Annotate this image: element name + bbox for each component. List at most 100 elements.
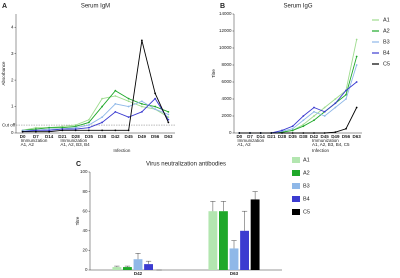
point <box>127 129 130 132</box>
x-tick-label: D63 <box>230 271 239 276</box>
point <box>34 128 37 130</box>
bar <box>123 267 132 270</box>
series-line <box>22 90 169 131</box>
series-line <box>239 81 357 134</box>
bar <box>133 259 143 270</box>
point <box>140 39 143 42</box>
legend-label: C5 <box>303 209 310 215</box>
point <box>48 128 51 130</box>
point <box>114 129 117 132</box>
bar <box>144 264 153 270</box>
point <box>74 125 77 128</box>
point <box>334 98 337 100</box>
y-tick-label: 100 <box>80 169 88 174</box>
annotation: A1, A2, B3, B4 <box>60 142 90 147</box>
point <box>21 130 24 133</box>
annotation: Immunization <box>21 138 48 143</box>
legend-swatch <box>292 196 300 202</box>
point <box>270 132 273 134</box>
bar <box>219 211 228 270</box>
point <box>140 103 143 105</box>
x-tick-label: D7 <box>33 134 39 139</box>
point <box>101 121 104 124</box>
point <box>61 128 64 130</box>
x-tick-label: D63 <box>164 134 173 139</box>
y-tick-label: 2000 <box>221 113 232 118</box>
legend-swatch <box>292 170 300 176</box>
y-tick-label: 6000 <box>221 79 232 84</box>
y-tick-label: 8000 <box>221 62 232 67</box>
x-tick-label: D45 <box>124 134 133 139</box>
y-axis-label: Absorbance <box>1 61 6 86</box>
chart-title: Serum IgM <box>81 4 110 10</box>
point <box>87 121 90 124</box>
y-tick-label: 0 <box>85 267 88 272</box>
point <box>334 102 337 105</box>
x-tick-label: D42 <box>134 271 143 276</box>
series-line <box>239 39 358 134</box>
x-tick-label: D7 <box>247 134 253 139</box>
point <box>334 131 337 134</box>
annotation: A1, A2 <box>237 142 251 147</box>
annotation: Infection <box>312 148 330 153</box>
point <box>291 129 294 132</box>
point <box>259 132 262 134</box>
x-tick-label: D35 <box>289 134 298 139</box>
point <box>313 119 315 122</box>
legend-swatch <box>292 209 300 215</box>
y-tick-label: 80 <box>82 189 88 194</box>
y-tick-label: 3 <box>11 51 14 56</box>
cutoff-label: Cut off <box>2 122 16 127</box>
chart-title: Virus neutralization antibodies <box>146 162 226 168</box>
x-tick-label: D35 <box>85 134 94 139</box>
point <box>238 132 241 134</box>
y-tick-label: 40 <box>82 228 88 233</box>
point <box>127 100 130 103</box>
point <box>313 132 315 134</box>
point <box>323 110 326 113</box>
point <box>302 123 305 126</box>
point <box>154 105 157 108</box>
point <box>127 105 130 108</box>
x-tick-label: D21 <box>58 134 67 139</box>
point <box>34 130 37 133</box>
point <box>34 129 37 132</box>
bar <box>112 267 122 270</box>
x-tick-label: D49 <box>331 134 340 139</box>
point <box>345 98 347 100</box>
point <box>355 38 358 41</box>
point <box>34 126 37 129</box>
chart-title: Serum IgG <box>283 4 312 10</box>
x-tick-label: D0 <box>236 134 242 139</box>
x-tick-label: D38 <box>98 134 107 139</box>
point <box>355 81 358 83</box>
point <box>167 116 170 119</box>
point <box>127 97 130 100</box>
point <box>355 64 358 66</box>
panel-label: A <box>2 3 7 10</box>
point <box>249 132 251 134</box>
point <box>334 106 337 109</box>
point <box>345 89 347 92</box>
point <box>140 110 143 113</box>
point <box>302 115 305 117</box>
series-line <box>22 100 169 131</box>
annotation: Immunization <box>60 138 87 143</box>
x-tick-label: D21 <box>267 134 276 139</box>
x-tick-label: D63 <box>353 134 362 139</box>
y-tick-label: 60 <box>82 208 88 213</box>
y-tick-label: 10000 <box>219 45 232 50</box>
point <box>167 121 170 124</box>
legend-label: A1 <box>303 157 310 163</box>
series-line <box>22 40 169 133</box>
point <box>61 125 64 128</box>
legend-label: A2 <box>303 170 310 176</box>
y-tick-label: 4000 <box>221 96 232 101</box>
point <box>87 129 90 132</box>
point <box>281 132 283 134</box>
legend-label: B3 <box>383 39 390 45</box>
point <box>114 95 117 97</box>
point <box>74 128 77 130</box>
annotation: Immunization <box>237 138 264 143</box>
